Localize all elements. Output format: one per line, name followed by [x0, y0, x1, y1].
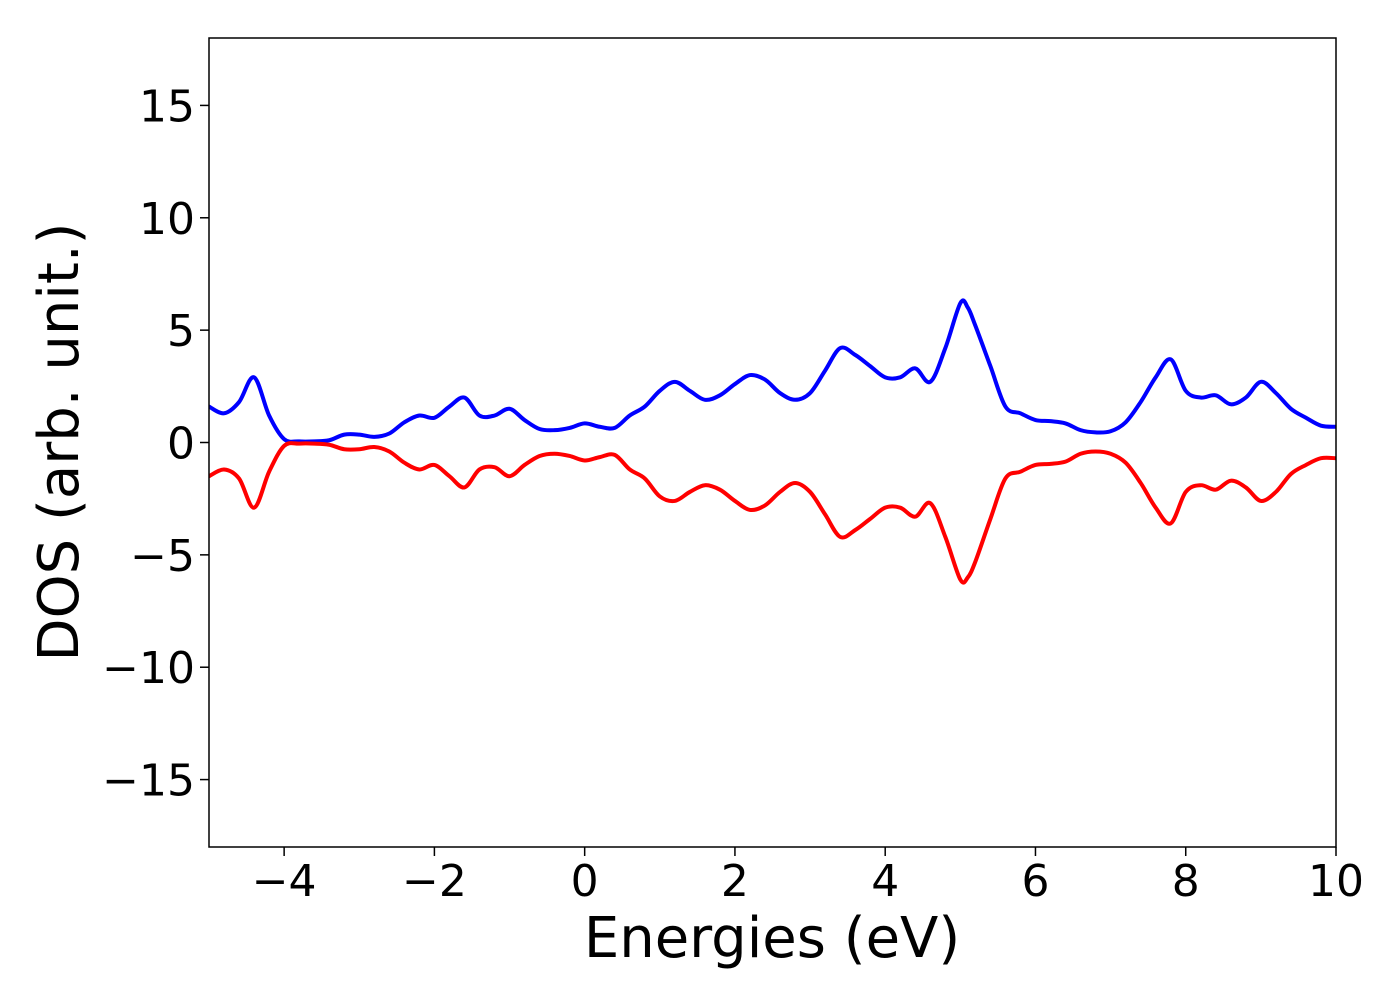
- series-layer: [209, 298, 1336, 585]
- x-tick-label: 10: [1308, 856, 1364, 907]
- y-tick-label: −10: [102, 643, 195, 694]
- y-axis-ticks: 15 10 5 0 −5 −10 −15: [102, 81, 209, 807]
- x-tick-label: 2: [721, 856, 749, 907]
- series-line-up: [209, 298, 1336, 444]
- y-tick-label: −5: [130, 531, 195, 582]
- x-axis-label: Energies (eV): [584, 906, 960, 971]
- series-line-down: [209, 441, 1336, 585]
- x-tick-label: 0: [571, 856, 599, 907]
- x-tick-label: 6: [1021, 856, 1049, 907]
- y-tick-label: 5: [167, 306, 195, 357]
- x-tick-label: −4: [252, 856, 317, 907]
- y-tick-label: 0: [167, 419, 195, 470]
- x-tick-label: −2: [402, 856, 467, 907]
- x-tick-label: 8: [1172, 856, 1200, 907]
- x-axis-ticks: −4 −2 0 2 4 6 8 10: [252, 847, 1364, 907]
- x-tick-label: 4: [871, 856, 899, 907]
- y-tick-label: −15: [102, 756, 195, 807]
- y-tick-label: 10: [139, 194, 195, 245]
- y-tick-label: 15: [139, 81, 195, 132]
- y-axis-label: DOS (arb. unit.): [27, 222, 92, 661]
